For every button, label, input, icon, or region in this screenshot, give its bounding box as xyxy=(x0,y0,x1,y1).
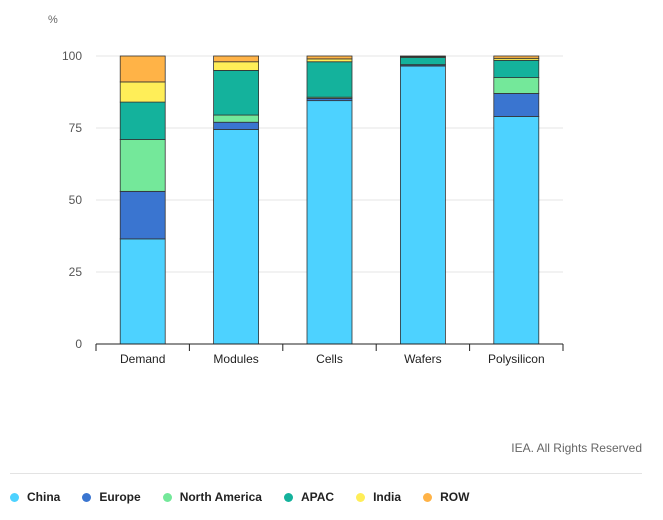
bar-segment-polysilicon-europe xyxy=(493,93,540,117)
legend-label: Europe xyxy=(99,490,141,504)
bar-segment-modules-apac xyxy=(213,70,260,116)
x-tick-label-modules: Modules xyxy=(213,352,258,366)
legend-label: India xyxy=(373,490,402,504)
legend-item-india[interactable]: India xyxy=(356,490,401,504)
legend-dot-icon xyxy=(82,492,92,502)
bar-segment-modules-china xyxy=(213,129,260,345)
y-tick-label-100: 100 xyxy=(62,49,82,63)
bar-segment-demand-china xyxy=(119,238,166,345)
legend-label: APAC xyxy=(300,490,335,504)
bar-segment-polysilicon-north-america xyxy=(493,77,540,94)
legend-item-china[interactable]: China xyxy=(10,490,60,504)
legend-dot-icon xyxy=(162,492,172,502)
bar-segment-demand-apac xyxy=(119,101,166,140)
legend-label: China xyxy=(27,490,61,504)
y-tick-label-75: 75 xyxy=(69,121,83,135)
legend-item-north-america[interactable]: North America xyxy=(162,490,262,504)
legend-dot-icon xyxy=(356,492,366,502)
bar-segment-demand-europe xyxy=(119,190,166,240)
bar-segment-modules-india xyxy=(213,61,260,71)
legend-label: North America xyxy=(179,490,262,504)
y-tick-label-50: 50 xyxy=(69,193,83,207)
bar-segment-cells-row xyxy=(306,55,353,60)
bar-segment-demand-north-america xyxy=(119,139,166,192)
y-axis-ticks: 0 25 50 75 100 xyxy=(62,49,82,351)
legend-dot-icon xyxy=(283,492,293,502)
stacked-bar-chart: 0 25 50 75 100 % Demand Modules Cells Wafers Pol… xyxy=(48,14,564,366)
legend-divider xyxy=(10,473,642,474)
credit-text: IEA. All Rights Reserved xyxy=(511,441,642,455)
bar-segment-wafers-apac xyxy=(399,57,446,66)
legend-item-apac[interactable]: APAC xyxy=(283,490,335,504)
bars xyxy=(119,55,540,345)
bar-segment-modules-north-america xyxy=(213,114,260,123)
bar-segment-cells-china xyxy=(306,100,353,345)
y-tick-label-0: 0 xyxy=(75,337,82,351)
legend: China Europe North America APAC India ROW xyxy=(10,490,469,504)
bar-segment-polysilicon-apac xyxy=(493,59,540,79)
y-axis-unit-label: % xyxy=(48,14,58,26)
bar-segment-modules-europe xyxy=(213,121,260,130)
bar-segment-polysilicon-row xyxy=(493,55,540,59)
x-axis xyxy=(95,343,564,351)
bar-segment-cells-apac xyxy=(306,61,353,98)
bar-segment-modules-row xyxy=(213,55,260,63)
bar-segment-demand-row xyxy=(119,55,166,83)
legend-item-row[interactable]: ROW xyxy=(423,490,469,504)
x-tick-label-polysilicon: Polysilicon xyxy=(488,352,545,366)
y-tick-label-25: 25 xyxy=(69,265,83,279)
x-tick-label-wafers: Wafers xyxy=(404,352,442,366)
bar-segment-wafers-china xyxy=(399,65,446,345)
legend-dot-icon xyxy=(10,492,19,502)
bar-segment-cells-india xyxy=(306,58,353,63)
x-tick-label-demand: Demand xyxy=(120,352,165,366)
legend-label: ROW xyxy=(440,490,470,504)
bar-segment-polysilicon-china xyxy=(493,116,540,345)
legend-dot-icon xyxy=(423,492,433,502)
legend-item-europe[interactable]: Europe xyxy=(82,490,141,504)
bar-segment-wafers-row xyxy=(399,55,446,57)
bar-segment-demand-india xyxy=(119,81,166,103)
x-tick-label-cells: Cells xyxy=(316,352,343,366)
x-axis-labels: Demand Modules Cells Wafers Polysilicon xyxy=(120,352,545,366)
